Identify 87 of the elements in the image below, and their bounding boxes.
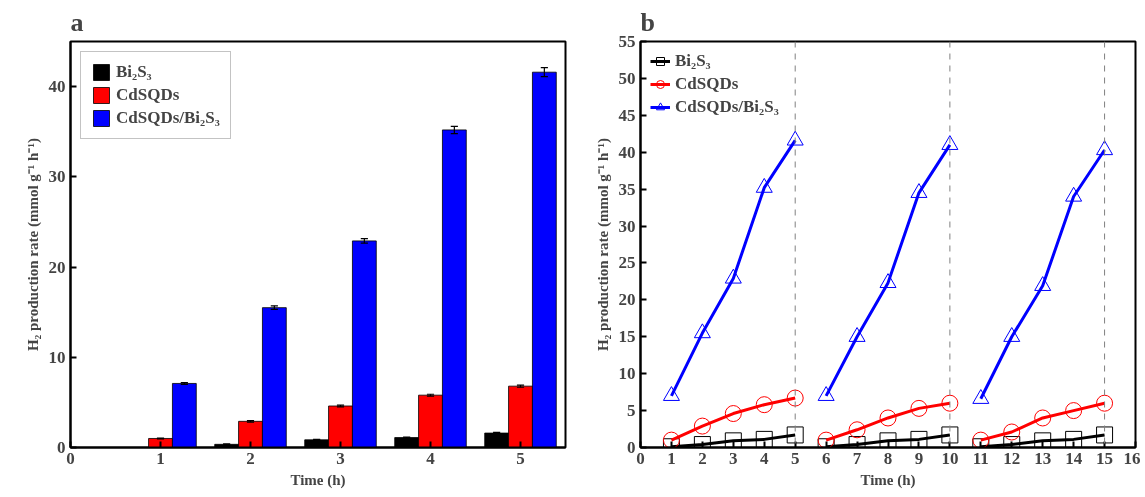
point	[817, 431, 835, 448]
x-tick-label: 14	[1065, 448, 1083, 468]
x-tick-label: 16	[1123, 448, 1141, 468]
y-axis-title: H₂ production rate (mmol g⁻¹ h⁻¹)	[24, 138, 42, 351]
point	[1096, 140, 1114, 156]
y-tick-label: 20	[618, 290, 636, 310]
y-tick-label: 15	[618, 327, 636, 347]
point	[910, 399, 928, 417]
point	[724, 268, 742, 284]
x-tick-label: 12	[1003, 448, 1021, 468]
x-tick-label: 1	[667, 448, 676, 468]
legend-label: Bi₂S₃	[116, 62, 152, 82]
point	[1003, 327, 1021, 342]
point	[879, 432, 897, 448]
x-tick-label: 2	[698, 448, 707, 468]
point	[879, 409, 897, 427]
point	[848, 421, 866, 439]
x-tick-label: 4	[426, 448, 436, 468]
x-tick-label: 5	[516, 448, 525, 468]
point	[941, 135, 959, 150]
y-tick-label: 50	[618, 68, 636, 88]
legend-label: Bi₂S₃	[675, 51, 711, 71]
x-tick-label: 13	[1034, 448, 1052, 468]
point	[786, 130, 804, 146]
point	[786, 389, 804, 407]
x-tick-label: 6	[821, 448, 831, 468]
x-tick-label: 10	[941, 448, 959, 468]
y-tick-label: 45	[618, 105, 636, 125]
point	[1096, 426, 1114, 444]
point	[848, 327, 866, 342]
legend-label: CdSQDs/Bi₂S₃	[116, 108, 220, 128]
point	[662, 386, 680, 401]
point	[910, 183, 928, 198]
x-tick-label: 1	[156, 448, 165, 468]
point	[1096, 394, 1114, 412]
x-tick-label: 2	[246, 448, 255, 468]
point	[693, 417, 711, 435]
y-tick-label: 55	[618, 32, 636, 51]
x-tick-label: 5	[790, 448, 800, 468]
point	[1034, 276, 1052, 291]
point	[941, 394, 959, 412]
x-tick-label: 11	[972, 448, 989, 468]
point	[879, 273, 897, 288]
point	[972, 431, 990, 448]
point	[724, 405, 742, 423]
legend-label: CdSQDs	[116, 85, 180, 105]
y-axis-title: H₂ production rate (mmol g⁻¹ h⁻¹)	[594, 138, 612, 351]
point	[1003, 423, 1021, 441]
point	[724, 432, 742, 448]
point	[910, 430, 928, 448]
y-tick-label: 35	[618, 179, 636, 199]
point	[817, 386, 835, 401]
x-tick-label: 3	[336, 448, 345, 468]
point	[1065, 402, 1083, 420]
x-tick-label: 8	[883, 448, 893, 468]
point	[1034, 432, 1052, 448]
point	[755, 177, 773, 193]
point	[693, 323, 711, 339]
x-axis-title: Time (h)	[290, 471, 346, 489]
point	[755, 430, 773, 448]
point	[1065, 430, 1083, 448]
y-tick-label: 40	[48, 77, 66, 97]
y-tick-label: 30	[618, 216, 636, 236]
point	[1065, 186, 1083, 202]
y-tick-label: 5	[627, 401, 636, 421]
point	[972, 389, 990, 404]
legend-label: CdSQDs	[675, 74, 739, 94]
chart-title: a	[70, 7, 84, 37]
x-axis-title: Time (h)	[860, 471, 916, 489]
x-tick-label: 7	[852, 448, 862, 468]
chart-title: b	[640, 7, 655, 37]
point	[1034, 409, 1052, 427]
y-tick-label: 10	[48, 347, 66, 367]
y-tick-label: 10	[618, 364, 636, 384]
x-tick-label: 3	[729, 448, 738, 468]
point	[662, 431, 680, 448]
legend-label: CdSQDs/Bi₂S₃	[675, 97, 779, 117]
point	[786, 426, 804, 444]
x-tick-label: 9	[914, 448, 924, 468]
y-tick-label: 20	[48, 257, 66, 277]
y-tick-label: 30	[48, 167, 66, 187]
x-tick-label: 15	[1096, 448, 1114, 468]
y-tick-label: 25	[618, 253, 636, 273]
point	[941, 426, 959, 444]
x-tick-label: 4	[760, 448, 769, 468]
point	[755, 396, 773, 414]
y-tick-label: 40	[618, 142, 636, 162]
